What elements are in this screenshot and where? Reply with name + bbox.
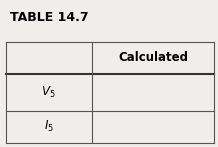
Text: $V_5$: $V_5$ <box>41 85 56 100</box>
Text: TABLE 14.7: TABLE 14.7 <box>10 11 89 25</box>
Text: $I_5$: $I_5$ <box>44 119 54 134</box>
Text: Calculated: Calculated <box>118 51 188 64</box>
